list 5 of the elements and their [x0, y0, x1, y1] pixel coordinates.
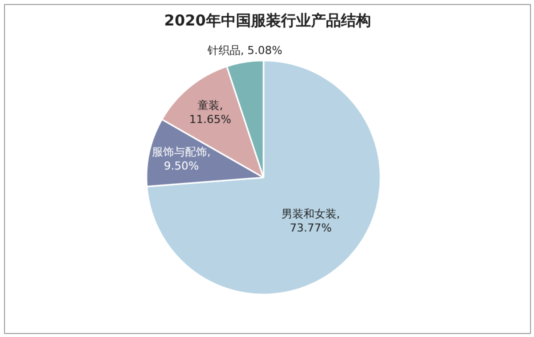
slice-label: 服饰与配饰, 9.50%	[152, 146, 211, 173]
slice-label: 针织品, 5.08%	[206, 44, 282, 57]
slice-label: 童装, 11.65%	[189, 98, 232, 126]
slice-label: 男装和女装, 73.77%	[281, 208, 340, 235]
chart-title: 2020年中国服装行业产品结构	[164, 12, 371, 30]
